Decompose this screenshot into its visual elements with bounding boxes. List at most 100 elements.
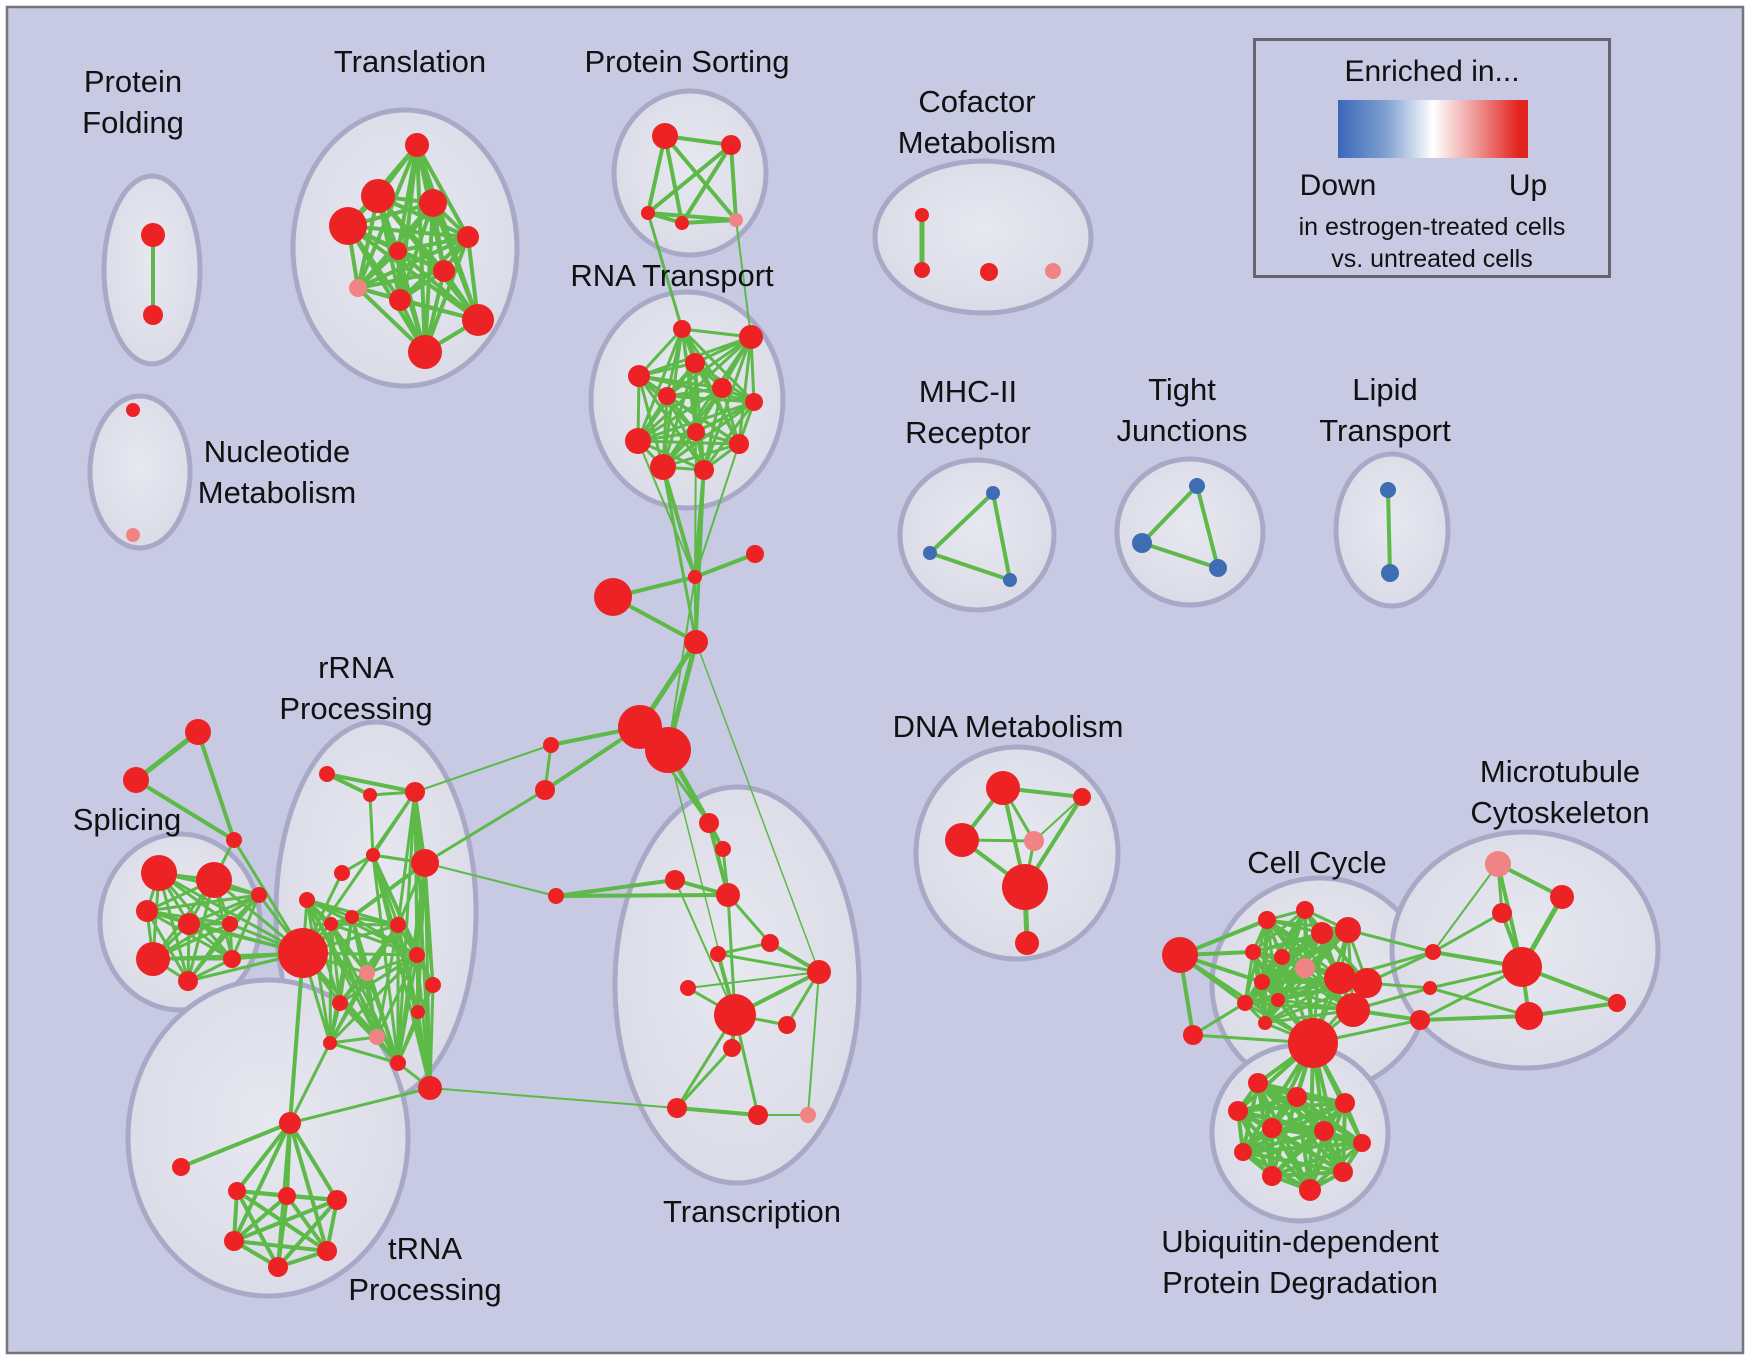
node-r8	[687, 423, 705, 441]
node-nm1	[126, 403, 140, 417]
edge-g6-k1	[1347, 928, 1434, 954]
node-q18	[332, 995, 348, 1011]
edge-x8-x9	[687, 971, 820, 989]
edge-x9-x15	[807, 971, 820, 1116]
edge-x7-x9	[717, 952, 820, 974]
edge-x4-x5	[555, 893, 729, 898]
cluster-ellipse-cofactor-metabolism	[872, 158, 1094, 316]
cluster-label-tight-junctions: Tight Junctions	[1117, 372, 1248, 448]
edge-x3-x5	[555, 878, 676, 898]
edge-c5-q3	[414, 744, 552, 793]
node-k3	[1410, 1010, 1430, 1030]
node-x14	[748, 1105, 768, 1125]
edge-r4-r12	[637, 375, 706, 471]
edge-p6-p8	[186, 923, 232, 982]
node-c4	[684, 630, 708, 654]
edge-t4-t5	[347, 224, 469, 239]
node-d3	[945, 823, 979, 857]
edge-u6-u9	[1270, 1129, 1326, 1178]
node-x7	[710, 946, 726, 962]
edge-n4-cb	[232, 1122, 292, 1242]
node-g10	[1254, 974, 1270, 990]
edge-n3-n5	[276, 1198, 339, 1269]
node-m2	[1550, 885, 1574, 909]
node-p8	[178, 971, 198, 991]
node-x10	[714, 994, 756, 1036]
node-f1	[915, 208, 929, 222]
node-q4	[334, 865, 350, 881]
edge-x3-x10	[674, 879, 736, 1016]
edge-s1-s3	[646, 135, 667, 214]
node-x4	[716, 883, 740, 907]
cluster-label-splicing: Splicing	[73, 802, 182, 837]
node-r9	[625, 428, 651, 454]
edge-t4-t10	[346, 224, 480, 322]
node-tri3	[226, 832, 242, 848]
node-x12	[723, 1039, 741, 1057]
node-x9	[807, 960, 831, 984]
node-u1	[1248, 1073, 1268, 1093]
edge-r12-c4	[694, 469, 706, 643]
node-q9	[359, 965, 375, 981]
node-t9	[389, 289, 411, 311]
cluster-ellipse-protein-sorting	[611, 88, 769, 258]
node-t11	[408, 335, 442, 369]
cluster-label-cofactor-metabolism: Cofactor Metabolism	[898, 84, 1057, 160]
edge-q8-q17	[329, 923, 400, 1064]
edge-r6-r9	[637, 386, 723, 443]
edge-n6-cb	[288, 1122, 329, 1252]
node-r7	[745, 393, 763, 411]
edge-r1-r9	[636, 328, 684, 442]
node-q14	[425, 977, 441, 993]
edge-q17-q18	[338, 1001, 400, 1065]
node-u4	[1228, 1101, 1248, 1121]
edge-q1-q3	[326, 772, 416, 794]
legend-down-label: Down	[1299, 169, 1377, 202]
node-s4	[675, 216, 689, 230]
edge-r10-r11	[662, 442, 740, 469]
node-q15	[411, 1005, 425, 1019]
edge-r7-r8	[695, 400, 755, 434]
node-g11	[1237, 995, 1253, 1011]
node-t1	[405, 133, 429, 157]
node-lt1	[1380, 482, 1396, 498]
node-n6	[317, 1241, 337, 1261]
node-u6	[1314, 1121, 1334, 1141]
node-d5	[1002, 864, 1048, 910]
node-n4	[224, 1231, 244, 1251]
edge-n1-n5	[235, 1190, 280, 1268]
node-g15	[1336, 993, 1370, 1027]
node-n3	[327, 1190, 347, 1210]
node-p4	[136, 900, 158, 922]
node-c2	[746, 545, 764, 563]
edge-x1-x4	[707, 822, 730, 896]
cluster-label-nucleotide-metabolism: Nucleotide Metabolism	[198, 434, 357, 510]
node-q17	[390, 1055, 406, 1071]
node-x3	[665, 870, 685, 890]
edge-k1-m1	[1432, 863, 1499, 953]
cluster-label-rna-transport: RNA Transport	[570, 258, 774, 293]
edge-s3-r1	[646, 212, 684, 330]
node-x2	[715, 841, 731, 857]
cluster-label-rrna-processing: rRNA Processing	[279, 650, 432, 726]
node-tj2	[1132, 533, 1152, 553]
node-f2	[914, 262, 930, 278]
edge-g7-g11	[1243, 951, 1255, 1004]
node-n1	[228, 1182, 246, 1200]
node-u3	[1335, 1093, 1355, 1113]
edge-lt1-lt2	[1386, 489, 1392, 574]
edge-q8-q19	[328, 923, 333, 1044]
node-r5	[658, 387, 676, 405]
node-q13	[409, 947, 425, 963]
node-q8	[324, 917, 338, 931]
edge-q19-cb	[288, 1042, 332, 1124]
edge-q12-q19	[328, 924, 400, 1044]
cluster-label-translation: Translation	[334, 44, 486, 79]
node-c1	[688, 570, 702, 584]
edge-s2-s3	[646, 143, 733, 215]
legend-gradient-bar	[1338, 100, 1528, 158]
node-u11	[1299, 1179, 1321, 1201]
node-m1	[1485, 851, 1511, 877]
node-d6	[1015, 931, 1039, 955]
